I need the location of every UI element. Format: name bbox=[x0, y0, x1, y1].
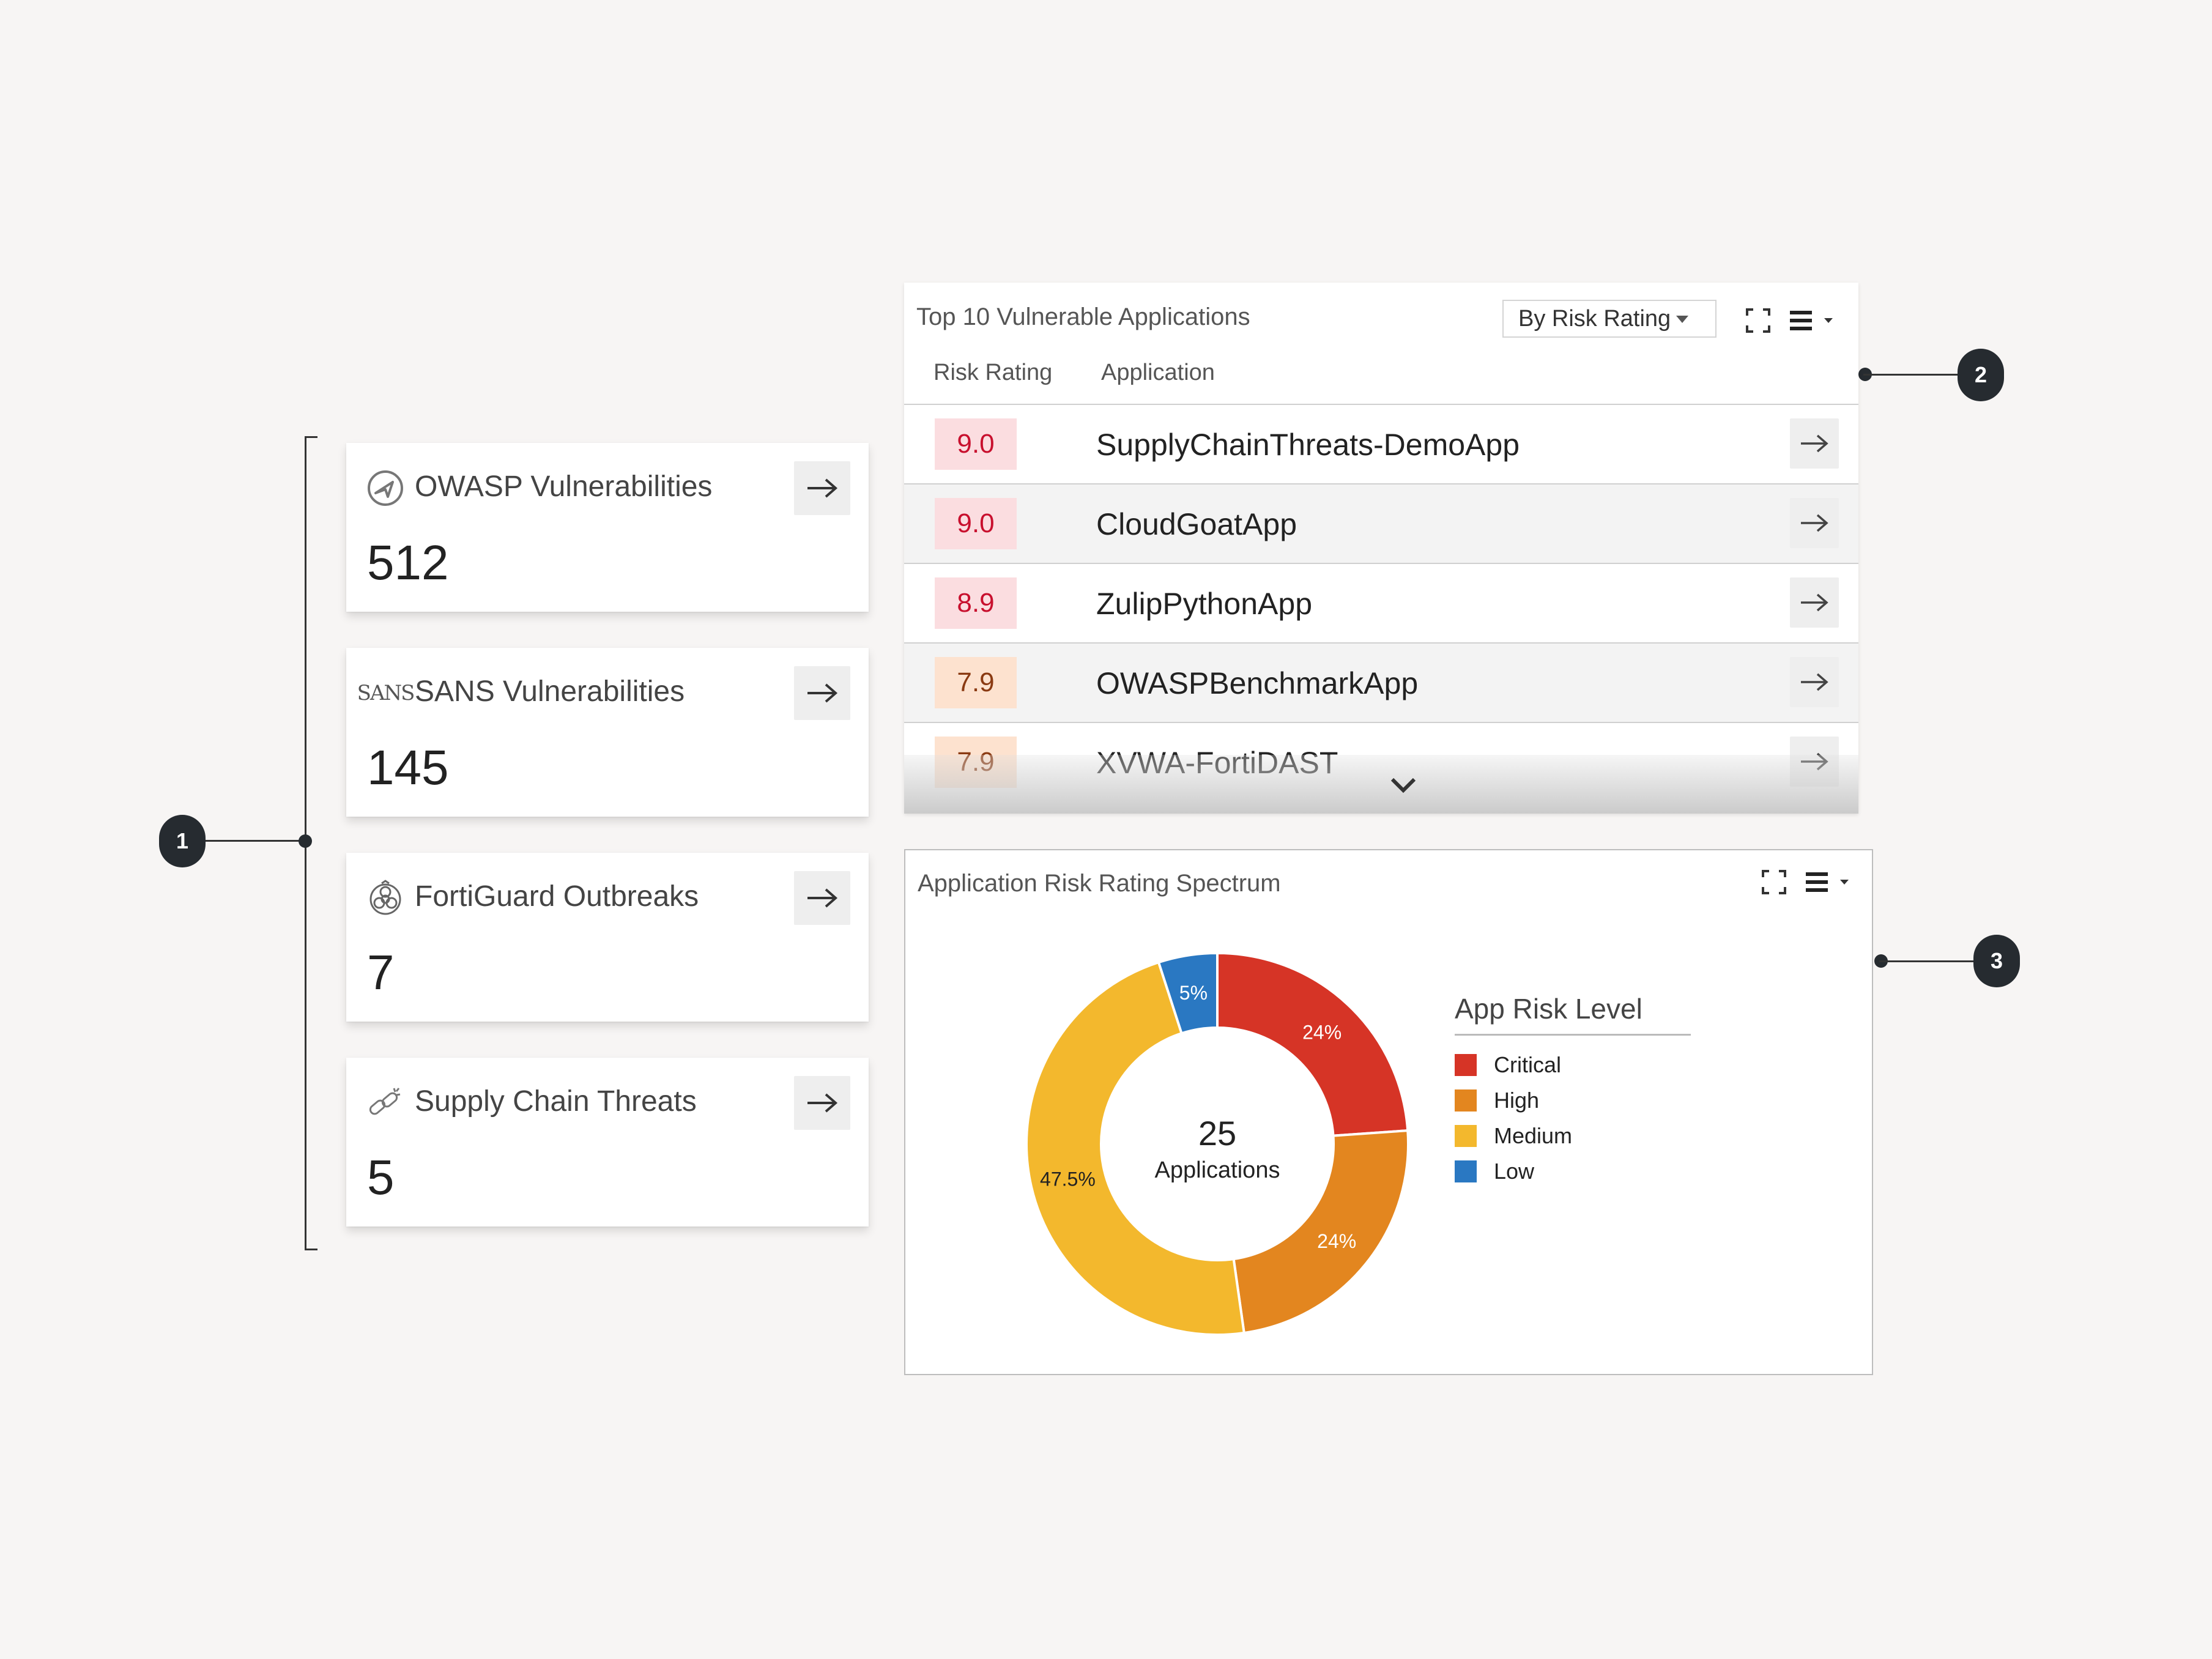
expand-icon[interactable] bbox=[1746, 308, 1770, 333]
supply-chain-count: 5 bbox=[367, 1150, 395, 1204]
donut-slice-medium[interactable] bbox=[1025, 960, 1246, 1336]
arrow-right-icon bbox=[1801, 434, 1828, 453]
row-open-button[interactable] bbox=[1790, 577, 1839, 628]
spectrum-title: Application Risk Rating Spectrum bbox=[918, 870, 1281, 897]
sans-icon: SANS bbox=[357, 681, 415, 705]
fortiguard-outbreaks-card: FortiGuard Outbreaks 7 bbox=[346, 853, 869, 1022]
risk-spectrum-panel: Application Risk Rating Spectrum 24% 24% 4… bbox=[904, 849, 1873, 1375]
arrow-right-icon bbox=[1801, 593, 1828, 612]
sans-label: SANS Vulnerabilities bbox=[415, 675, 685, 708]
sort-dropdown-value: By Risk Rating bbox=[1518, 305, 1671, 332]
callout-3-line bbox=[1879, 960, 1977, 962]
supply-chain-open-button[interactable] bbox=[794, 1076, 850, 1130]
row-open-button[interactable] bbox=[1790, 418, 1839, 469]
expand-icon[interactable] bbox=[1762, 870, 1786, 894]
chevron-down-icon[interactable] bbox=[1390, 777, 1417, 794]
arrow-right-icon bbox=[807, 888, 838, 908]
owasp-count: 512 bbox=[367, 535, 449, 590]
legend-label: High bbox=[1494, 1088, 1540, 1113]
table-row: 7.9 OWASPBenchmarkApp bbox=[904, 642, 1858, 722]
table-row: 9.0 SupplyChainThreats-DemoApp bbox=[904, 404, 1858, 483]
row-open-button[interactable] bbox=[1790, 657, 1839, 707]
callout-2-badge: 2 bbox=[1958, 349, 2004, 401]
slice-label-medium: 47.5% bbox=[1040, 1168, 1096, 1190]
legend-label: Medium bbox=[1494, 1123, 1573, 1148]
legend-label: Low bbox=[1494, 1159, 1535, 1184]
owasp-open-button[interactable] bbox=[794, 461, 850, 515]
app-name: OWASPBenchmarkApp bbox=[1096, 666, 1419, 700]
donut-center-label: Applications bbox=[1154, 1157, 1280, 1183]
row-open-button[interactable] bbox=[1790, 498, 1839, 548]
arrow-right-icon bbox=[807, 683, 838, 703]
legend-item-medium[interactable]: Medium bbox=[1455, 1123, 1572, 1149]
legend-swatch bbox=[1455, 1160, 1477, 1182]
legend-swatch bbox=[1455, 1089, 1477, 1112]
callout-1-line bbox=[204, 840, 305, 842]
table-row: 9.0 CloudGoatApp bbox=[904, 483, 1858, 563]
sans-open-button[interactable] bbox=[794, 666, 850, 720]
arrow-right-icon bbox=[1801, 514, 1828, 532]
legend-item-low[interactable]: Low bbox=[1455, 1159, 1534, 1184]
legend-title: App Risk Level bbox=[1455, 992, 1691, 1036]
menu-icon[interactable] bbox=[1805, 871, 1851, 893]
risk-score-badge: 8.9 bbox=[935, 577, 1017, 629]
app-name: ZulipPythonApp bbox=[1096, 587, 1313, 621]
risk-donut-chart: 24% 24% 47.5% 5% bbox=[1025, 951, 1409, 1336]
col-application: Application bbox=[1101, 360, 1215, 385]
owasp-label: OWASP Vulnerabilities bbox=[415, 470, 713, 503]
fortiguard-open-button[interactable] bbox=[794, 871, 850, 925]
caret-down-icon bbox=[1676, 316, 1688, 323]
biohazard-icon bbox=[366, 878, 405, 918]
app-name: SupplyChainThreats-DemoApp bbox=[1096, 428, 1520, 462]
supply-chain-label: Supply Chain Threats bbox=[415, 1085, 697, 1118]
arrow-right-icon bbox=[807, 1093, 838, 1113]
owasp-vulnerabilities-card: OWASP Vulnerabilities 512 bbox=[346, 443, 869, 612]
owasp-icon bbox=[366, 469, 405, 508]
slice-label-high: 24% bbox=[1317, 1230, 1356, 1252]
table-row: 8.9 ZulipPythonApp bbox=[904, 563, 1858, 642]
scroll-fade-overlay bbox=[904, 755, 1858, 814]
sans-vulnerabilities-card: SANS SANS Vulnerabilities 145 bbox=[346, 648, 869, 817]
top10-title: Top 10 Vulnerable Applications bbox=[916, 303, 1250, 330]
fortiguard-count: 7 bbox=[367, 945, 395, 1000]
app-name: CloudGoatApp bbox=[1096, 507, 1297, 541]
sort-dropdown[interactable]: By Risk Rating bbox=[1502, 300, 1717, 338]
top10-vulnerable-apps-panel: Top 10 Vulnerable Applications By Risk R… bbox=[904, 283, 1858, 814]
arrow-right-icon bbox=[807, 478, 838, 498]
legend-item-critical[interactable]: Critical bbox=[1455, 1052, 1561, 1078]
apps-table: 9.0 SupplyChainThreats-DemoApp 9.0 Cloud… bbox=[904, 404, 1858, 801]
risk-score-badge: 9.0 bbox=[935, 498, 1017, 549]
callout-3-badge: 3 bbox=[1973, 935, 2020, 987]
slice-label-low: 5% bbox=[1179, 982, 1208, 1004]
supply-chain-threats-card: Supply Chain Threats 5 bbox=[346, 1058, 869, 1227]
callout-1-badge: 1 bbox=[159, 815, 206, 867]
menu-icon[interactable] bbox=[1789, 310, 1835, 332]
sans-count: 145 bbox=[367, 740, 449, 795]
chain-link-icon bbox=[366, 1083, 405, 1123]
slice-label-critical: 24% bbox=[1302, 1021, 1342, 1043]
callout-1-dot bbox=[299, 834, 312, 848]
callout-2-line bbox=[1863, 374, 1961, 376]
donut-slice-critical[interactable] bbox=[1216, 951, 1409, 1137]
donut-slice-low[interactable] bbox=[1157, 951, 1219, 1035]
fortiguard-label: FortiGuard Outbreaks bbox=[415, 880, 699, 913]
legend-swatch bbox=[1455, 1054, 1477, 1076]
donut-slice-high[interactable] bbox=[1232, 1129, 1409, 1335]
legend-label: Critical bbox=[1494, 1052, 1562, 1077]
donut-center-count: 25 bbox=[1198, 1114, 1237, 1152]
arrow-right-icon bbox=[1801, 673, 1828, 691]
col-risk-rating: Risk Rating bbox=[933, 360, 1053, 385]
legend-swatch bbox=[1455, 1125, 1477, 1147]
legend-item-high[interactable]: High bbox=[1455, 1088, 1539, 1113]
risk-score-badge: 7.9 bbox=[935, 657, 1017, 708]
risk-score-badge: 9.0 bbox=[935, 418, 1017, 470]
